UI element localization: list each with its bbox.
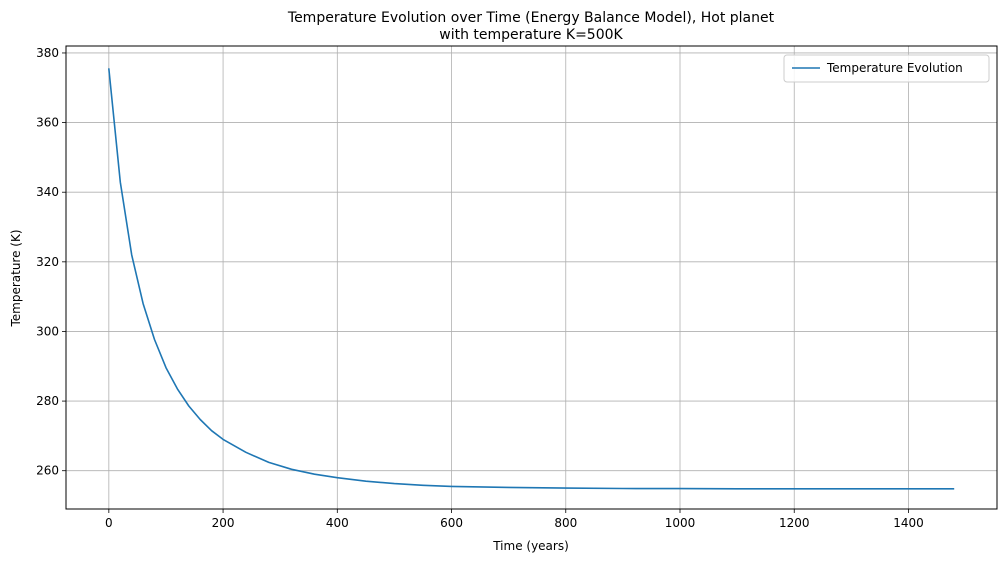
y-tick-label: 300 (36, 324, 59, 338)
plot-frame (65, 45, 998, 510)
legend-label: Temperature Evolution (826, 61, 963, 75)
x-tick-label: 1400 (893, 516, 924, 530)
legend-box (783, 54, 990, 83)
x-tick-label: 1200 (779, 516, 810, 530)
y-axis-ticks: 260 280 300 320 340 360 380 (36, 46, 66, 478)
y-tick-label: 380 (36, 46, 59, 60)
legend: Temperature Evolution (783, 54, 990, 83)
grid-lines (66, 46, 997, 509)
x-tick-label: 1000 (665, 516, 696, 530)
series-line-temperature-evolution (108, 68, 955, 490)
x-tick-label: 800 (554, 516, 577, 530)
y-tick-label: 260 (36, 464, 59, 478)
x-tick-label: 400 (326, 516, 349, 530)
y-axis-label: Temperature (K) (9, 229, 23, 327)
chart-title-line-2: with temperature K=500K (439, 27, 623, 43)
y-tick-label: 340 (36, 185, 59, 199)
y-tick-label: 280 (36, 394, 59, 408)
y-tick-label: 320 (36, 255, 59, 269)
x-tick-label: 200 (212, 516, 235, 530)
y-tick-label: 360 (36, 116, 59, 130)
x-axis-label: Time (years) (492, 539, 569, 553)
x-tick-label: 0 (105, 516, 113, 530)
series-layer (108, 68, 955, 490)
chart-title-line-1: Temperature Evolution over Time (Energy … (287, 10, 775, 26)
x-tick-label: 600 (440, 516, 463, 530)
x-axis-ticks: 0 200 400 600 800 1000 1200 1400 (105, 509, 924, 530)
